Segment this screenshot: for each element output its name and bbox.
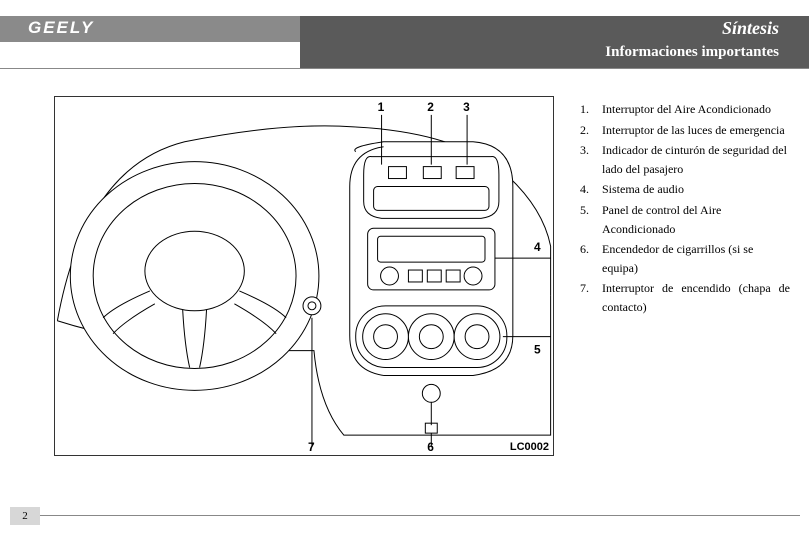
header-underline bbox=[0, 68, 809, 69]
diagram-code: LC0002 bbox=[510, 441, 549, 453]
list-item: Indicador de cinturón de seguridad del l… bbox=[580, 141, 790, 178]
callout-5: 5 bbox=[534, 343, 541, 357]
header-band: GEELY Síntesis Informaciones importantes bbox=[0, 16, 809, 68]
section-subtitle: Informaciones importantes bbox=[605, 44, 779, 61]
footer-line bbox=[40, 515, 800, 516]
legend-list: Interruptor del Aire Acondicionado Inter… bbox=[580, 100, 790, 319]
callout-7: 7 bbox=[308, 440, 315, 454]
list-item: Interruptor del Aire Acondicionado bbox=[580, 100, 790, 119]
page-number: 2 bbox=[10, 507, 40, 525]
dashboard-diagram: 1 2 3 4 5 6 7 LC0002 bbox=[54, 96, 554, 456]
callout-4: 4 bbox=[534, 240, 541, 254]
callout-3: 3 bbox=[463, 100, 470, 114]
brand-logo-text: GEELY bbox=[28, 18, 94, 38]
list-item: Encendedor de cigarrillos (si se equipa) bbox=[580, 240, 790, 277]
list-item: Interruptor de las luces de emergencia bbox=[580, 121, 790, 140]
list-item: Panel de control del Aire Acondicionado bbox=[580, 201, 790, 238]
section-title: Síntesis bbox=[722, 18, 779, 39]
callout-1: 1 bbox=[378, 100, 385, 114]
list-item: Interruptor de encendido (chapa de conta… bbox=[580, 279, 790, 316]
callout-6: 6 bbox=[427, 440, 434, 454]
page-footer: 2 bbox=[0, 505, 809, 525]
callout-2: 2 bbox=[427, 100, 434, 114]
list-item: Sistema de audio bbox=[580, 180, 790, 199]
